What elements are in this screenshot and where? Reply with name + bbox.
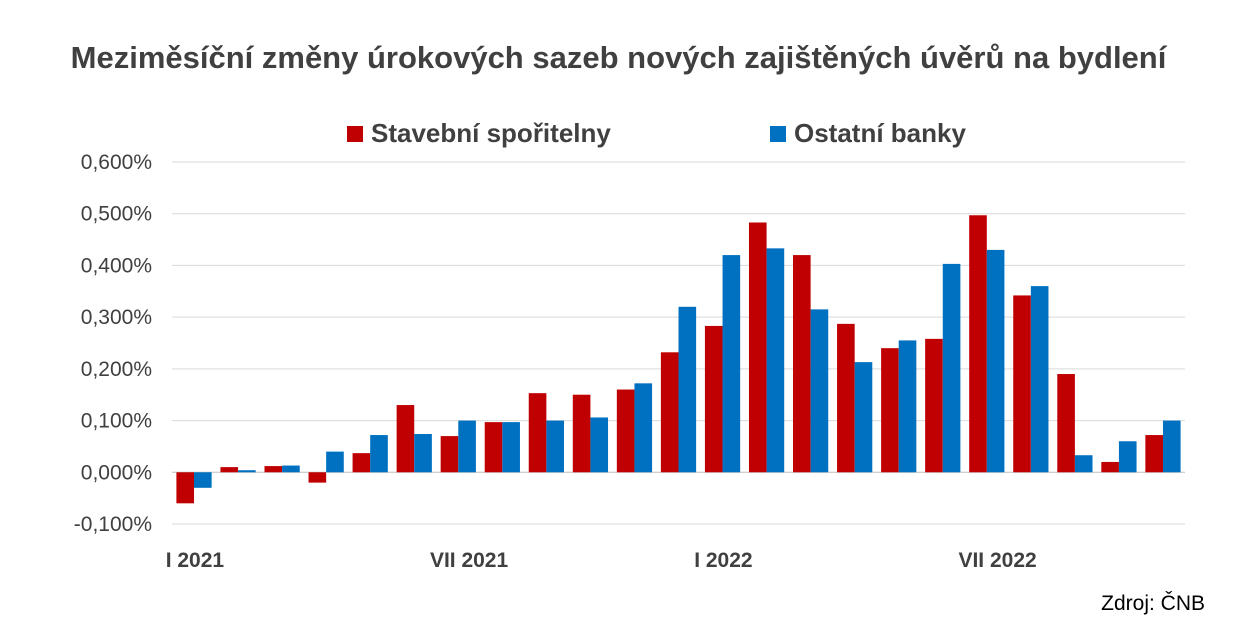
bar-stavebni <box>484 422 503 473</box>
bar-stavebni <box>1057 374 1075 473</box>
bar-stavebni <box>881 348 899 473</box>
bar-stavebni <box>352 453 371 473</box>
bar-ostatni <box>238 470 256 473</box>
bar-ostatni <box>1118 441 1137 473</box>
bar-stavebni <box>220 467 239 473</box>
bar-stavebni <box>1145 435 1163 473</box>
bar-ostatni <box>590 417 609 473</box>
legend-swatch-stavebni <box>347 125 363 142</box>
bar-ostatni <box>370 435 388 473</box>
bar-ostatni <box>546 420 564 473</box>
bar-stavebni <box>1013 295 1031 473</box>
legend-label-ostatni: Ostatní banky <box>794 118 966 148</box>
bar-ostatni <box>282 465 300 473</box>
x-tick-label: VII 2022 <box>958 549 1036 572</box>
bar-stavebni <box>308 472 327 483</box>
bar-ostatni <box>1074 455 1093 473</box>
y-tick-label: 0,400% <box>81 254 152 277</box>
bar-ostatni <box>458 420 476 473</box>
bar-stavebni <box>660 352 679 473</box>
y-tick-label: 0,000% <box>81 461 152 484</box>
legend-label-stavebni: Stavební spořitelny <box>371 118 611 148</box>
bar-stavebni <box>837 323 855 473</box>
bar-ostatni <box>722 255 741 473</box>
bar-stavebni <box>176 472 195 504</box>
bar-stavebni <box>1101 461 1119 473</box>
bar-ostatni <box>678 306 697 473</box>
bar-ostatni <box>986 249 1005 473</box>
bar-stavebni <box>925 338 943 473</box>
bar-ostatni <box>1162 420 1181 473</box>
bar-stavebni <box>616 389 635 473</box>
chart-legend: Stavební spořitelny Ostatní banky <box>0 118 1237 152</box>
x-tick-label: VII 2021 <box>430 549 509 572</box>
bar-stavebni <box>969 215 987 473</box>
legend-item-ostatni: Ostatní banky <box>770 118 966 149</box>
bar-ostatni <box>326 451 344 473</box>
chart-title: Meziměsíční změny úrokových sazeb nových… <box>70 40 1167 75</box>
bar-ostatni <box>1030 286 1049 473</box>
bar-ostatni <box>502 422 520 473</box>
bar-ostatni <box>854 362 873 473</box>
y-tick-label: 0,600% <box>81 151 152 174</box>
legend-swatch-ostatni <box>770 125 786 142</box>
source-note: Zdroj: ČNB <box>1101 592 1205 615</box>
bar-ostatni <box>194 472 212 488</box>
bar-stavebni <box>528 393 547 473</box>
bar-ostatni <box>414 434 432 473</box>
legend-item-stavebni: Stavební spořitelny <box>347 118 611 149</box>
bar-stavebni <box>748 222 767 473</box>
bar-ostatni <box>898 340 917 473</box>
bar-ostatni <box>634 383 653 473</box>
bar-ostatni <box>810 309 829 473</box>
bar-ostatni <box>942 263 961 473</box>
bar-stavebni <box>264 466 283 473</box>
x-tick-label: I 2021 <box>166 549 225 572</box>
x-tick-label: I 2022 <box>694 549 752 572</box>
y-tick-label: -0,100% <box>74 513 152 536</box>
y-tick-label: 0,200% <box>81 358 152 381</box>
bar-stavebni <box>793 255 811 473</box>
bar-stavebni <box>440 436 459 473</box>
y-tick-label: 0,300% <box>81 306 152 329</box>
y-tick-label: 0,500% <box>81 203 152 226</box>
y-tick-label: 0,100% <box>81 410 152 433</box>
bar-stavebni <box>396 405 415 473</box>
bar-ostatni <box>766 248 785 473</box>
bar-stavebni <box>704 325 723 473</box>
bar-stavebni <box>572 394 591 473</box>
